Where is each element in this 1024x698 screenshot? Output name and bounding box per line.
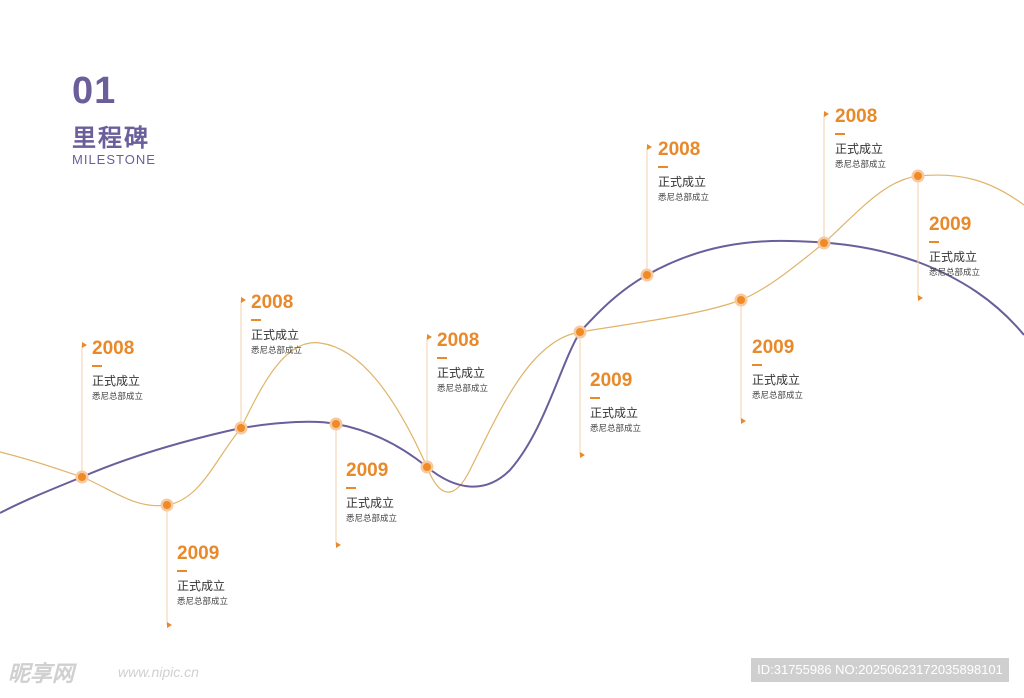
milestone-title: 正式成立 (346, 496, 395, 510)
milestone-dash (752, 364, 762, 366)
milestone-year: 2009 (752, 337, 795, 358)
milestone-year: 2009 (346, 460, 389, 481)
milestone-title: 正式成立 (177, 579, 226, 593)
pointer-arrow-icon (336, 542, 341, 548)
milestone-subtitle: 悉尼总部成立 (177, 597, 229, 607)
milestone-subtitle: 悉尼总部成立 (346, 514, 398, 524)
milestone-subtitle: 悉尼总部成立 (92, 392, 144, 402)
milestone-title: 正式成立 (658, 175, 707, 189)
milestone-dash (177, 570, 187, 572)
milestone-year: 2009 (590, 370, 633, 391)
milestone-year: 2008 (437, 330, 480, 351)
milestone-title: 正式成立 (752, 373, 801, 387)
section-title: 里程碑 (72, 124, 150, 152)
milestone-year: 2009 (177, 543, 220, 564)
milestone-dash (590, 397, 600, 399)
timeline-node (820, 239, 828, 247)
milestone-dash (658, 166, 668, 168)
milestone-dash (251, 319, 261, 321)
milestone-subtitle: 悉尼总部成立 (835, 160, 887, 170)
pointer-arrow-icon (741, 418, 746, 424)
timeline-node (576, 328, 584, 336)
milestone-year: 2009 (929, 214, 972, 235)
timeline-node (332, 420, 340, 428)
milestone-subtitle: 悉尼总部成立 (929, 268, 981, 278)
milestone-dash (437, 357, 447, 359)
milestone-year: 2008 (835, 106, 878, 127)
milestone-subtitle: 悉尼总部成立 (752, 391, 804, 401)
timeline-node (643, 271, 651, 279)
milestone-subtitle: 悉尼总部成立 (590, 424, 642, 434)
milestone-subtitle: 悉尼总部成立 (658, 193, 710, 203)
section-subtitle: MILESTONE (72, 152, 156, 167)
watermark-logo: 昵享网 (8, 662, 75, 687)
timeline-node (737, 296, 745, 304)
pointer-arrow-icon (241, 297, 246, 303)
milestone-3: 2008 正式成立 悉尼总部成立 (251, 292, 371, 358)
milestone-dash (346, 487, 356, 489)
milestone-7: 2008 正式成立 悉尼总部成立 (658, 139, 778, 205)
connector-lines (81, 111, 923, 628)
milestone-subtitle: 悉尼总部成立 (251, 346, 303, 356)
timeline-node (78, 473, 86, 481)
milestone-title: 正式成立 (929, 250, 978, 264)
pointer-arrow-icon (167, 622, 172, 628)
milestone-title: 正式成立 (835, 142, 884, 156)
milestone-10: 2009 正式成立 悉尼总部成立 (929, 214, 1024, 280)
milestone-1: 2008 正式成立 悉尼总部成立 (92, 338, 212, 404)
milestone-year: 2008 (658, 139, 701, 160)
milestone-subtitle: 悉尼总部成立 (437, 384, 489, 394)
timeline-node (423, 463, 431, 471)
timeline-node (237, 424, 245, 432)
milestone-title: 正式成立 (92, 374, 141, 388)
milestone-title: 正式成立 (590, 406, 639, 420)
watermark-id: ID:31755986 NO:20250623172035898101 (751, 658, 1009, 682)
milestone-8: 2009 正式成立 悉尼总部成立 (752, 337, 872, 403)
watermark-url: www.nipic.cn (118, 664, 199, 680)
section-number: 01 (72, 70, 117, 112)
milestone-2: 2009 正式成立 悉尼总部成立 (177, 543, 297, 609)
milestone-title: 正式成立 (251, 328, 300, 342)
pointer-arrow-icon (918, 295, 923, 301)
milestone-title: 正式成立 (437, 366, 486, 380)
milestone-dash (835, 133, 845, 135)
milestone-5: 2008 正式成立 悉尼总部成立 (437, 330, 557, 396)
milestone-dash (92, 365, 102, 367)
milestone-year: 2008 (92, 338, 135, 359)
timeline-node (914, 172, 922, 180)
pointer-arrow-icon (427, 334, 432, 340)
timeline-nodes (75, 169, 925, 512)
pointer-arrow-icon (82, 342, 87, 348)
timeline-node (163, 501, 171, 509)
milestone-dash (929, 241, 939, 243)
milestone-9: 2008 正式成立 悉尼总部成立 (835, 106, 955, 172)
primary-curve (0, 239, 1024, 514)
pointer-arrow-icon (824, 111, 829, 117)
milestone-year: 2008 (251, 292, 294, 313)
pointer-arrow-icon (647, 144, 652, 150)
pointer-arrow-icon (580, 452, 585, 458)
milestone-4: 2009 正式成立 悉尼总部成立 (346, 460, 466, 526)
milestone-6: 2009 正式成立 悉尼总部成立 (590, 370, 710, 436)
